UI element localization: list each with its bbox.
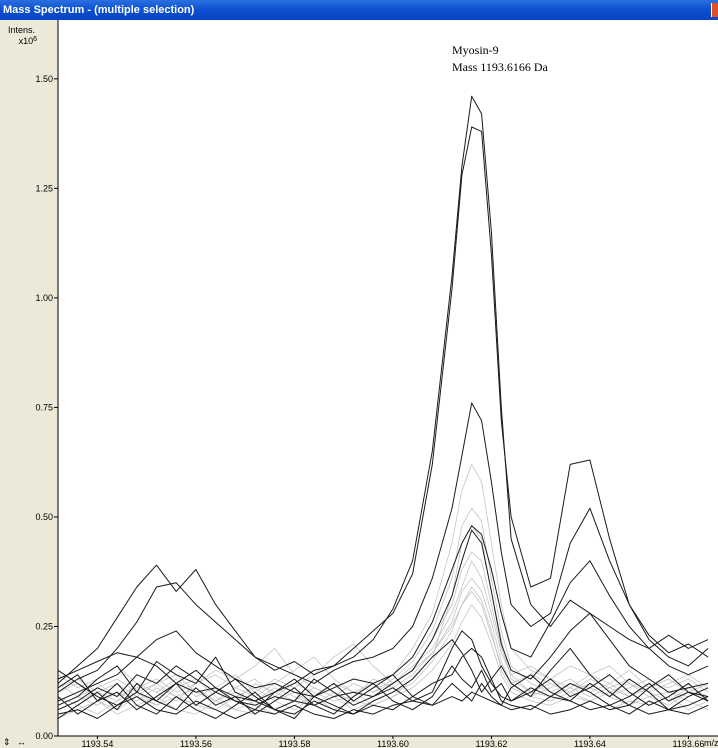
spectrum-trace-3 — [57, 402, 709, 693]
x-tick-label: 1193.66 — [673, 739, 705, 748]
x-tick-label: 1193.54 — [81, 739, 113, 748]
annotation-mass: Mass 1193.6166 Da — [452, 60, 549, 74]
y-axis-label: Intens. — [8, 25, 35, 35]
y-tick-label: 0.50 — [35, 512, 53, 522]
y-tick-label: 1.25 — [35, 183, 53, 193]
y-scale-label: x106 — [19, 36, 38, 46]
y-tick-label: 1.50 — [35, 74, 53, 84]
x-tick-label: 1193.60 — [377, 739, 409, 748]
spectrum-trace-11 — [57, 691, 709, 719]
spectrum-trace-17 — [57, 560, 709, 702]
spectrum-trace-8 — [57, 665, 709, 719]
spectrum-trace-1 — [57, 95, 709, 702]
x-tick-label: 1193.62 — [475, 739, 507, 748]
spectrum-trace-4 — [57, 525, 709, 702]
y-tick-label: 0.00 — [35, 731, 53, 741]
x-axis-panel — [58, 736, 718, 748]
annotation-protein-name: Myosin-9 — [452, 43, 499, 57]
y-axis-panel — [0, 20, 58, 748]
y-tick-label: 0.25 — [35, 621, 53, 631]
y-tick-label: 1.00 — [35, 293, 53, 303]
window-title: Mass Spectrum - (multiple selection) — [3, 4, 195, 16]
axis-nav-arrows-icon[interactable]: ⇕ ↔ — [3, 737, 29, 747]
x-tick-label: 1193.58 — [278, 739, 310, 748]
window-titlebar: Mass Spectrum - (multiple selection) — [0, 0, 718, 20]
x-tick-label: 1193.56 — [180, 739, 212, 748]
y-scale-exponent: 6 — [33, 36, 37, 43]
spectrum-trace-19 — [57, 525, 709, 711]
close-icon[interactable] — [711, 3, 718, 17]
spectrum-trace-5 — [57, 529, 709, 711]
spectrum-trace-10 — [57, 639, 709, 715]
spectrum-trace-2 — [57, 126, 709, 684]
y-tick-label: 0.75 — [35, 402, 53, 412]
spectrum-trace-20 — [57, 591, 709, 702]
x-axis-unit: m/z — [704, 738, 718, 748]
spectrum-trace-6 — [57, 630, 709, 711]
spectrum-trace-18 — [57, 586, 709, 715]
x-tick-label: 1193.64 — [574, 739, 606, 748]
